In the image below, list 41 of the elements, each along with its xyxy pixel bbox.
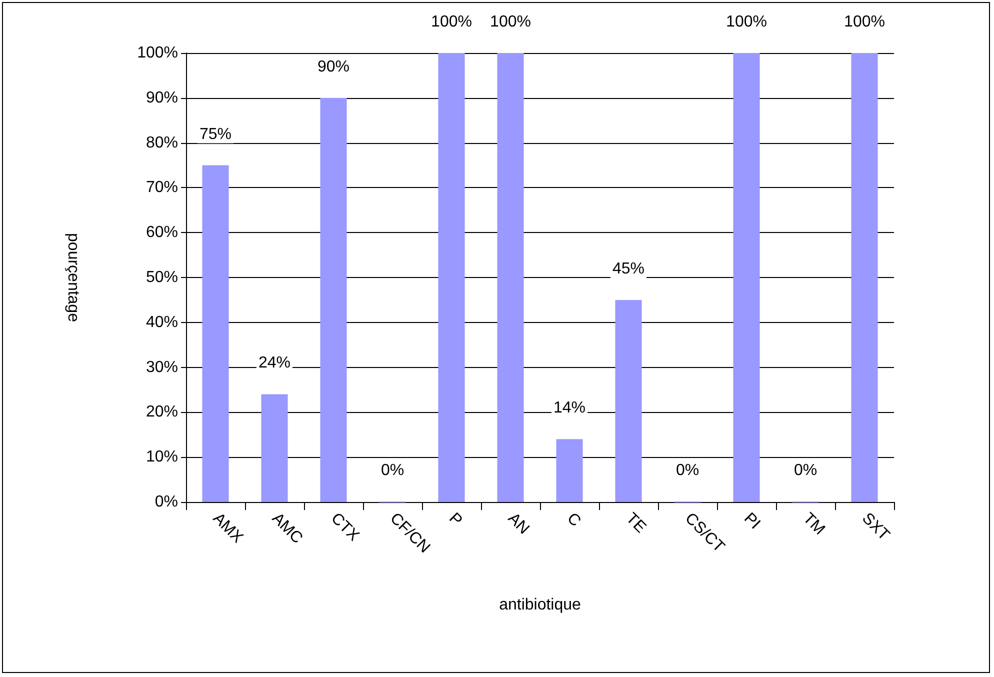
bar xyxy=(615,300,642,502)
bar xyxy=(202,165,229,502)
bar xyxy=(851,53,878,502)
y-tick-label: 50% xyxy=(146,269,178,286)
bar xyxy=(438,53,465,502)
x-axis-title: antibiotique xyxy=(499,596,582,614)
bar xyxy=(261,394,288,502)
bar xyxy=(556,439,583,502)
bar xyxy=(733,53,760,502)
x-tick-label: SXT xyxy=(858,510,893,544)
data-label: 0% xyxy=(676,462,700,479)
y-tick-label: 30% xyxy=(146,358,178,376)
bar xyxy=(320,98,347,502)
x-tick-label: AN xyxy=(504,510,532,538)
y-tick-label: 0% xyxy=(154,494,178,510)
data-label: 14% xyxy=(553,400,586,417)
x-tick-label: TM xyxy=(799,510,828,538)
data-label: 24% xyxy=(258,354,291,372)
data-label: 100% xyxy=(431,14,472,30)
data-label: 0% xyxy=(380,462,404,479)
x-tick-label: P xyxy=(445,510,466,530)
data-label: 90% xyxy=(317,58,350,76)
x-tick-label: PI xyxy=(740,510,764,533)
y-tick-label: 80% xyxy=(146,134,178,152)
y-tick-label: 90% xyxy=(146,89,178,106)
data-label: 0% xyxy=(794,462,818,479)
y-tick-label: 60% xyxy=(146,224,178,242)
data-label: 100% xyxy=(844,14,885,30)
y-tick-label: 70% xyxy=(146,179,178,196)
bar xyxy=(497,53,524,502)
y-axis-title: pourçentage xyxy=(64,233,82,322)
x-tick-label: TE xyxy=(622,510,649,536)
x-tick-label: C xyxy=(563,510,584,530)
y-tick-label: 20% xyxy=(146,404,178,421)
data-label: 45% xyxy=(612,260,645,278)
data-label: 100% xyxy=(490,14,531,30)
y-tick-label: 40% xyxy=(146,314,178,331)
y-tick-label: 10% xyxy=(146,448,178,466)
data-label: 75% xyxy=(199,126,232,143)
data-label: 100% xyxy=(726,14,767,30)
y-tick-label: 100% xyxy=(137,44,178,62)
